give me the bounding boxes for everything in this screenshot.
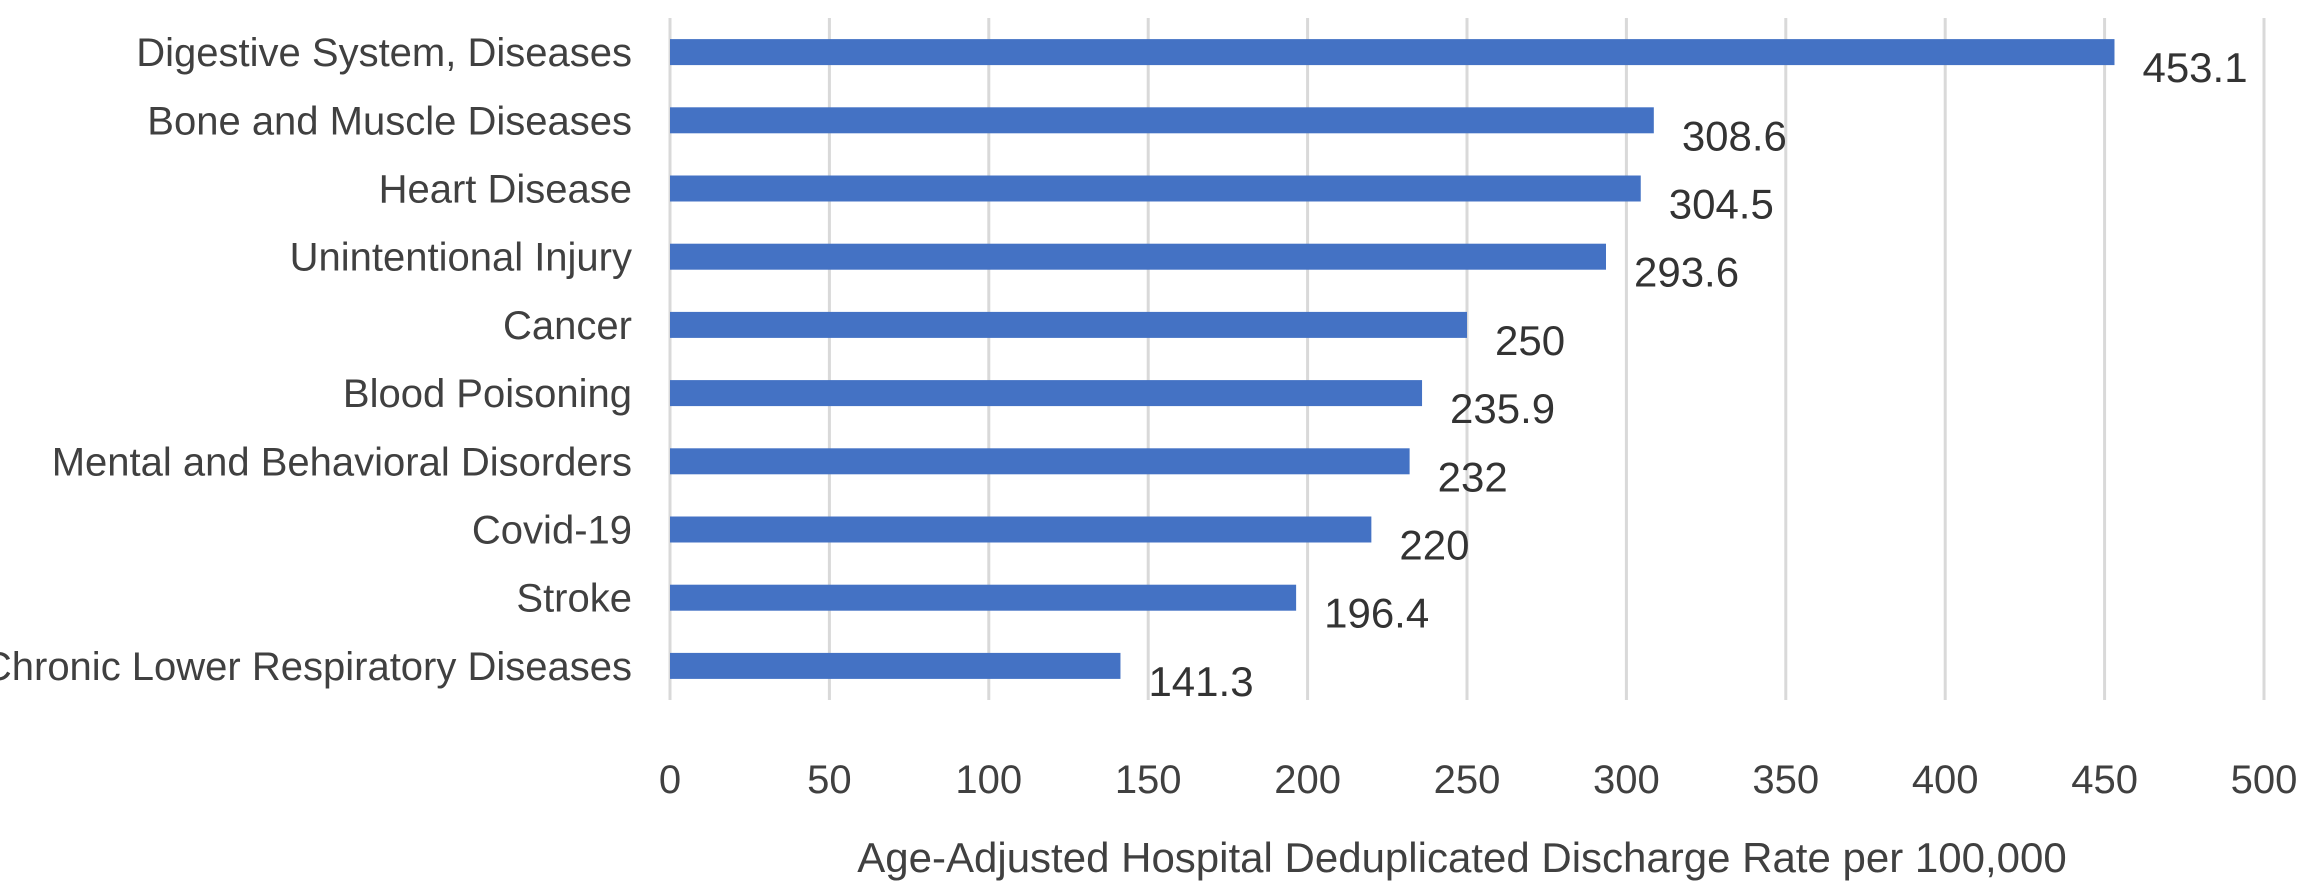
- data-label: 235.9: [1450, 385, 1555, 432]
- data-label: 453.1: [2142, 44, 2247, 91]
- data-label: 232: [1438, 453, 1508, 500]
- x-tick-label: 500: [2231, 758, 2298, 802]
- bar: [670, 584, 1297, 611]
- x-tick-label: 450: [2071, 758, 2138, 802]
- bars: [670, 39, 2115, 679]
- x-tick-label: 250: [1434, 758, 1501, 802]
- x-tick-label: 400: [1912, 758, 1979, 802]
- category-label: Mental and Behavioral Disorders: [52, 440, 632, 484]
- x-tick-label: 150: [1115, 758, 1182, 802]
- bar: [670, 107, 1654, 134]
- category-label: Unintentional Injury: [290, 236, 632, 280]
- category-label: Bone and Muscle Diseases: [147, 99, 632, 143]
- data-label: 141.3: [1148, 658, 1253, 705]
- category-label: Stroke: [516, 577, 632, 621]
- data-label: 304.5: [1669, 181, 1774, 228]
- x-tick-label: 0: [659, 758, 681, 802]
- data-label: 308.6: [1682, 112, 1787, 159]
- category-label: Cancer: [503, 304, 632, 348]
- bar: [670, 175, 1641, 202]
- bar: [670, 380, 1423, 407]
- data-label: 196.4: [1324, 590, 1429, 637]
- category-label: Heart Disease: [379, 168, 632, 212]
- x-tick-label: 100: [955, 758, 1022, 802]
- bar: [670, 243, 1606, 270]
- data-label: 250: [1495, 317, 1565, 364]
- category-label: Blood Poisoning: [343, 372, 632, 416]
- category-label: Digestive System, Diseases: [136, 31, 632, 75]
- data-label: 293.6: [1634, 249, 1739, 296]
- category-labels: Digestive System, Diseases Bone and Muscl…: [0, 31, 632, 689]
- data-label: 220: [1399, 522, 1469, 569]
- category-label: Covid-19: [472, 509, 632, 553]
- x-tick-label: 350: [1752, 758, 1819, 802]
- bar: [670, 448, 1410, 475]
- x-tick-label: 300: [1593, 758, 1660, 802]
- category-label: Chronic Lower Respiratory Diseases: [0, 645, 632, 689]
- bar: [670, 39, 2115, 66]
- bar: [670, 516, 1372, 543]
- x-axis-title: Age-Adjusted Hospital Deduplicated Disch…: [857, 834, 2066, 881]
- bar: [670, 311, 1467, 338]
- x-tick-label: 50: [807, 758, 852, 802]
- x-tick-label: 200: [1274, 758, 1341, 802]
- bar: [670, 652, 1121, 679]
- x-axis-tick-labels: 0 50 100 150 200 250 300 350 400 450 500: [659, 758, 2298, 802]
- data-labels: 453.1 308.6 304.5 293.6 250 235.9 232 220 196.4 1…: [1148, 44, 2247, 705]
